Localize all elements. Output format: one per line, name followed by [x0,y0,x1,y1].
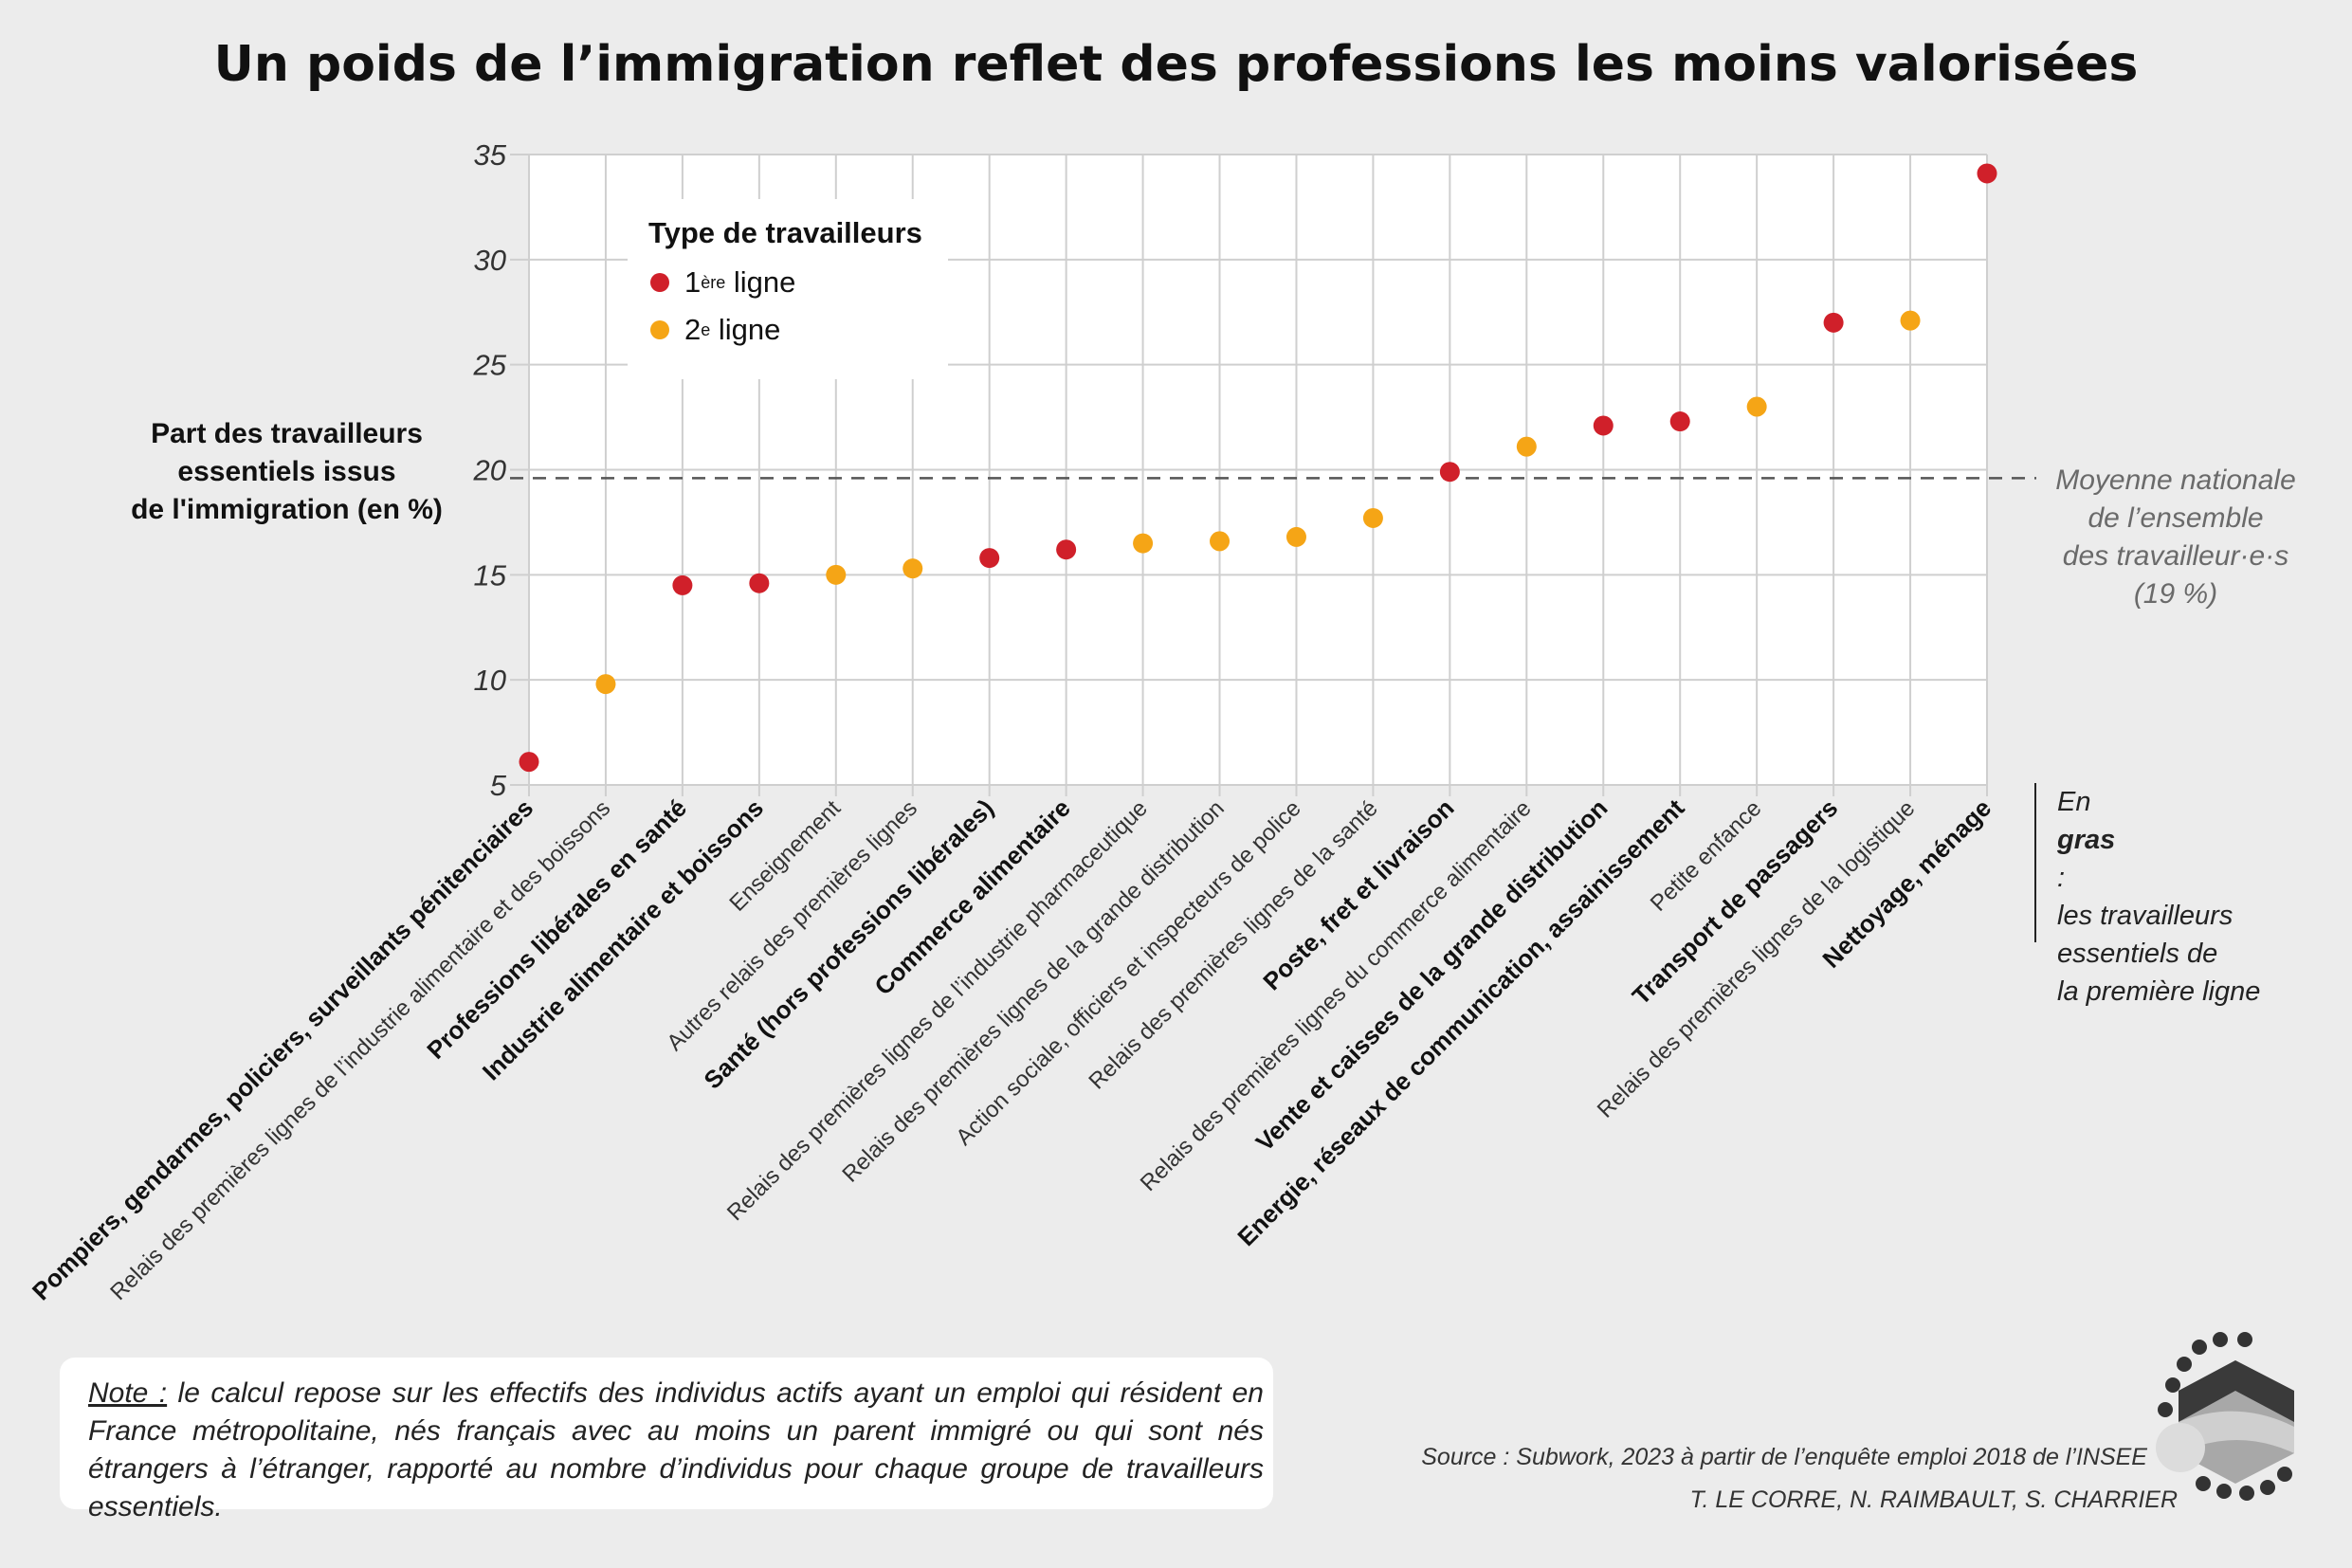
authors-text: T. LE CORRE, N. RAIMBAULT, S. CHARRIER [1689,1486,2178,1513]
bold-note-prefix: En [2057,787,2091,817]
data-point [1900,310,1921,331]
bold-note-line: essentiels de [2057,939,2218,969]
average-label-line: des travailleur·e·s [2062,540,2289,572]
note-body: le calcul repose sur les effectifs des i… [88,1377,1264,1522]
y-tick-label: 20 [473,454,506,487]
legend-item-first-line: 1 ère ligne [650,265,795,300]
average-label-line: (19 %) [2133,578,2218,610]
data-point [749,573,770,593]
note-box: Note : le calcul repose sur les effectif… [60,1358,1273,1522]
x-tick-label: Pompiers, gendarmes, policiers, surveill… [27,793,538,1305]
note-text: Note : le calcul repose sur les effectif… [88,1375,1264,1526]
source-text: Source : Subwork, 2023 à partir de l’enq… [1421,1444,2147,1470]
bold-note-line: En gras : [2057,783,2260,897]
legend-number: 1 [684,265,702,299]
y-tick-label: 35 [474,138,507,172]
legend-number: 2 [684,313,702,346]
orange-dot-icon [650,320,669,339]
y-axis-label-line: essentiels issus [177,456,396,487]
legend-superscript: e [701,319,711,339]
data-point [1210,531,1231,552]
x-tick-label: Industrie alimentaire et boissons [477,793,769,1085]
bold-note-line: la première ligne [2057,976,2261,1007]
y-axis-label-line: de l'immigration (en %) [131,494,443,525]
data-point [1285,526,1306,547]
data-points [519,163,1997,773]
legend-text: ligne [718,313,781,346]
y-ticks: 5 10 15 20 25 30 35 [473,138,507,802]
y-tick-label: 5 [490,769,507,802]
bold-legend-note: En gras : les travailleurs essentiels de… [2034,783,2260,1007]
y-tick-label: 15 [474,558,507,592]
data-point [979,548,1000,569]
y-tick-label: 30 [474,244,506,277]
red-dot-icon [650,273,669,292]
data-point [1439,462,1460,483]
bold-note-line: les travailleurs [2057,901,2233,931]
average-label: Moyenne nationale de l’ensemble des trav… [2038,462,2313,613]
chart-title: Un poids de l’immigration reflet des pro… [213,36,2139,93]
legend-superscript: ère [701,272,726,292]
data-point [1593,415,1614,436]
data-point [826,564,847,585]
subwork-logo-icon [2156,1332,2294,1501]
data-point [1823,312,1844,333]
data-point [1133,533,1154,554]
data-point [1746,396,1767,417]
note-label: Note : [88,1377,168,1409]
data-point [1516,436,1537,457]
data-point [1362,507,1383,528]
x-tick-label: Vente et caisses de la grande distributi… [1250,793,1614,1157]
data-point [595,674,616,695]
average-label-line: de l’ensemble [2088,502,2264,534]
legend-text: ligne [733,265,796,299]
data-point [1669,411,1690,432]
data-point [672,574,693,595]
legend-title: Type de travailleurs [648,216,922,249]
bold-note-suffix: : [2057,863,2066,893]
data-point [1056,539,1077,560]
y-tick-label: 25 [473,349,507,382]
data-point [1977,163,1997,184]
average-label-line: Moyenne nationale [2055,465,2296,496]
data-point [903,558,923,579]
y-axis-label: Part des travailleurs essentiels issus d… [114,415,460,529]
data-point [519,752,539,773]
y-axis-label-line: Part des travailleurs [151,418,423,449]
x-tick-label: Relais des premières lignes de l’industr… [105,795,615,1305]
x-tick-labels: Pompiers, gendarmes, policiers, surveill… [27,793,1996,1306]
bold-note-bold: gras [2057,825,2116,855]
y-tick-label: 10 [474,664,506,697]
